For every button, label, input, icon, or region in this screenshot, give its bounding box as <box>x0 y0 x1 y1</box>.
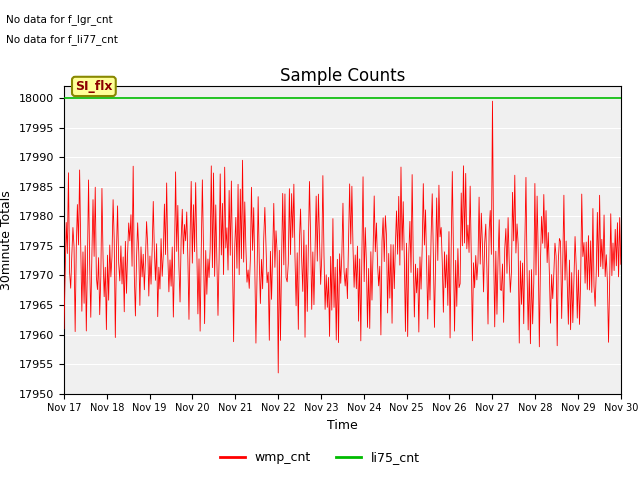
Y-axis label: 30minute Totals: 30minute Totals <box>1 190 13 290</box>
Legend: wmp_cnt, li75_cnt: wmp_cnt, li75_cnt <box>215 446 425 469</box>
X-axis label: Time: Time <box>327 419 358 432</box>
Text: SI_flx: SI_flx <box>75 80 113 93</box>
Text: No data for f_li77_cnt: No data for f_li77_cnt <box>6 34 118 45</box>
Text: No data for f_lgr_cnt: No data for f_lgr_cnt <box>6 14 113 25</box>
Title: Sample Counts: Sample Counts <box>280 67 405 85</box>
